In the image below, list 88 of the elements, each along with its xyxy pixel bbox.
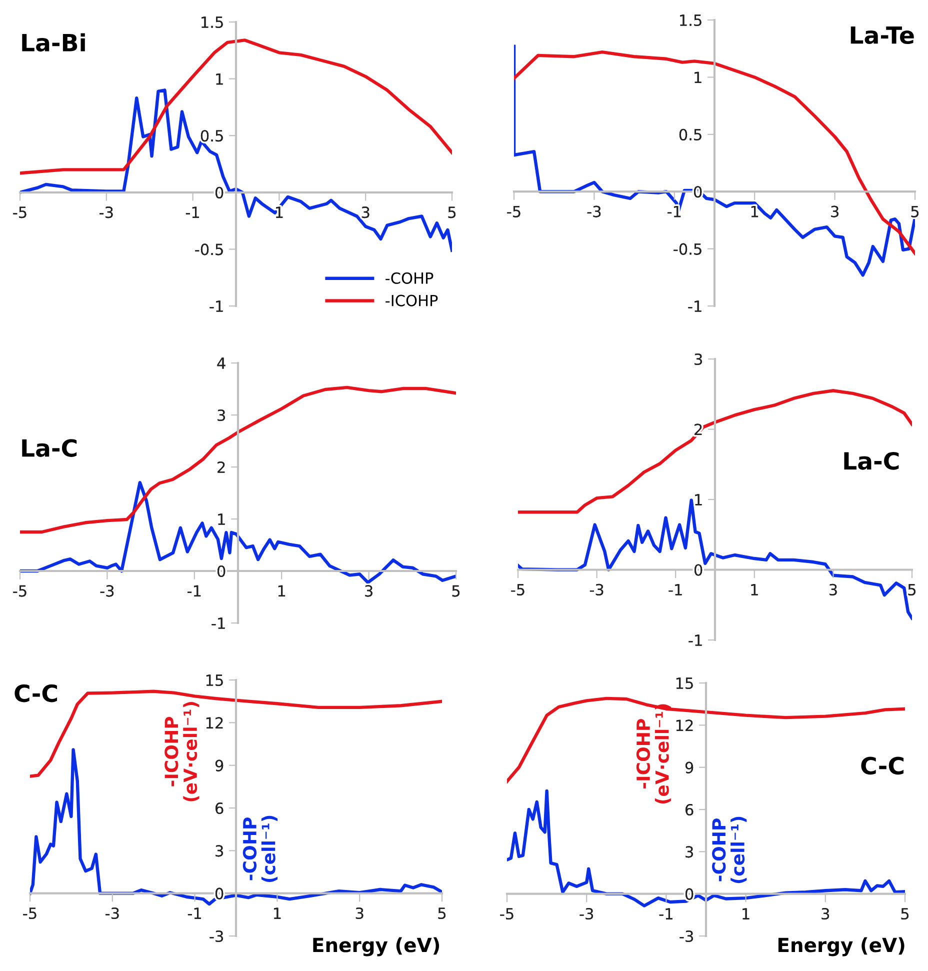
- x-tick-label: 3: [362, 206, 370, 218]
- x-tick-label: 5: [438, 908, 446, 920]
- y-tick-label: 3: [686, 846, 693, 858]
- x-tick-label: 1: [751, 206, 758, 218]
- y-tick-label: -3: [680, 930, 693, 942]
- x-tick-label: -3: [580, 908, 593, 920]
- x-tick-label: -1: [188, 908, 202, 919]
- y-tick-label: 0: [694, 564, 702, 576]
- chart-title: La-Bi: [22, 33, 85, 52]
- x-tick-label: -3: [100, 206, 113, 218]
- y-tick-label: 0: [217, 565, 226, 578]
- x-tick-label: -5: [500, 908, 514, 920]
- x-tick-label: -1: [668, 206, 681, 218]
- annotation: -COHP (cell⁻¹): [242, 816, 278, 882]
- y-tick-label: 12: [206, 717, 223, 728]
- x-tick-label: -1: [659, 908, 672, 920]
- x-tick-label: -1: [186, 206, 200, 218]
- annotation: -ICOHP (eV·cell⁻¹): [636, 704, 672, 804]
- y-tick-label: -3: [210, 930, 223, 942]
- x-tick-label: 5: [908, 584, 916, 596]
- y-tick-label: 3: [694, 353, 702, 366]
- y-tick-label: 4: [217, 358, 226, 369]
- y-tick-label: 0: [215, 186, 224, 198]
- y-tick-label: 1: [216, 73, 223, 85]
- y-tick-label: 12: [676, 720, 693, 731]
- y-tick-label: 15: [676, 678, 693, 690]
- x-tick-label: 5: [911, 206, 919, 218]
- y-tick-label: -1: [210, 300, 223, 312]
- y-tick-label: 3: [218, 409, 225, 422]
- x-tick-label: 5: [452, 585, 460, 597]
- y-tick-label: 1: [694, 72, 702, 84]
- y-tick-label: 9: [685, 762, 694, 774]
- y-tick-label: 1.5: [202, 16, 223, 28]
- x-tick-label: -3: [590, 584, 604, 596]
- x-tick-label: 3: [831, 206, 838, 218]
- y-tick-label: -0.5: [195, 244, 223, 256]
- x-tick-label: -1: [188, 585, 201, 596]
- x-axis-title: Energy (eV): [778, 937, 904, 956]
- x-tick-label: 5: [901, 908, 909, 920]
- x-tick-label: -5: [13, 206, 26, 218]
- line-series: [20, 481, 456, 584]
- x-tick-label: -3: [106, 907, 119, 920]
- x-tick-label: 1: [751, 584, 758, 596]
- y-tick-label: 15: [206, 674, 223, 686]
- y-tick-label: -1: [688, 634, 702, 646]
- x-tick-label: 1: [276, 206, 283, 218]
- x-tick-label: 1: [742, 908, 750, 920]
- annotation: -COHP (cell⁻¹): [712, 816, 747, 884]
- y-tick-label: 3: [216, 845, 223, 857]
- x-tick-label: -1: [668, 584, 682, 596]
- chart-title: C-C: [14, 684, 57, 702]
- x-tick-label: 5: [448, 206, 456, 218]
- y-tick-label: -0.5: [674, 243, 702, 255]
- y-tick-label: 0: [215, 888, 224, 900]
- x-tick-label: 1: [274, 908, 281, 919]
- x-tick-label: 3: [822, 908, 830, 920]
- legend-label: -ICOHP: [386, 294, 438, 306]
- y-tick-label: 1.5: [680, 14, 702, 26]
- y-tick-label: 9: [215, 760, 224, 772]
- line-series: [20, 386, 456, 534]
- y-tick-label: 2: [218, 461, 225, 473]
- annotation: -ICOHP (eV·cell⁻¹): [164, 702, 200, 802]
- y-tick-label: -1: [212, 618, 225, 629]
- chart-title: La-Te: [850, 26, 914, 44]
- x-tick-label: -3: [587, 206, 601, 218]
- y-tick-label: 6: [216, 802, 224, 814]
- x-tick-label: 3: [365, 585, 372, 597]
- x-tick-label: -5: [511, 584, 524, 596]
- y-tick-label: 0.5: [679, 128, 702, 140]
- x-tick-label: -5: [13, 585, 26, 597]
- y-tick-label: 1: [695, 494, 702, 506]
- x-tick-label: -3: [100, 585, 114, 597]
- text: La-C: [844, 452, 899, 470]
- x-tick-label: 3: [830, 584, 837, 596]
- y-tick-label: 0: [685, 888, 694, 900]
- x-tick-label: 3: [356, 907, 364, 920]
- text: La-C: [22, 439, 77, 457]
- y-tick-label: -1: [688, 300, 702, 312]
- y-tick-label: 0.5: [200, 130, 223, 142]
- text: C-C: [861, 756, 904, 775]
- legend-label: -COHP: [386, 272, 434, 284]
- y-tick-label: 6: [686, 804, 694, 816]
- x-tick-label: -5: [507, 206, 520, 218]
- x-tick-label: 1: [278, 585, 286, 596]
- line-series: [518, 389, 912, 514]
- x-tick-label: -5: [23, 908, 36, 920]
- x-axis-title: Energy (eV): [313, 937, 440, 956]
- y-tick-label: 1: [218, 514, 225, 525]
